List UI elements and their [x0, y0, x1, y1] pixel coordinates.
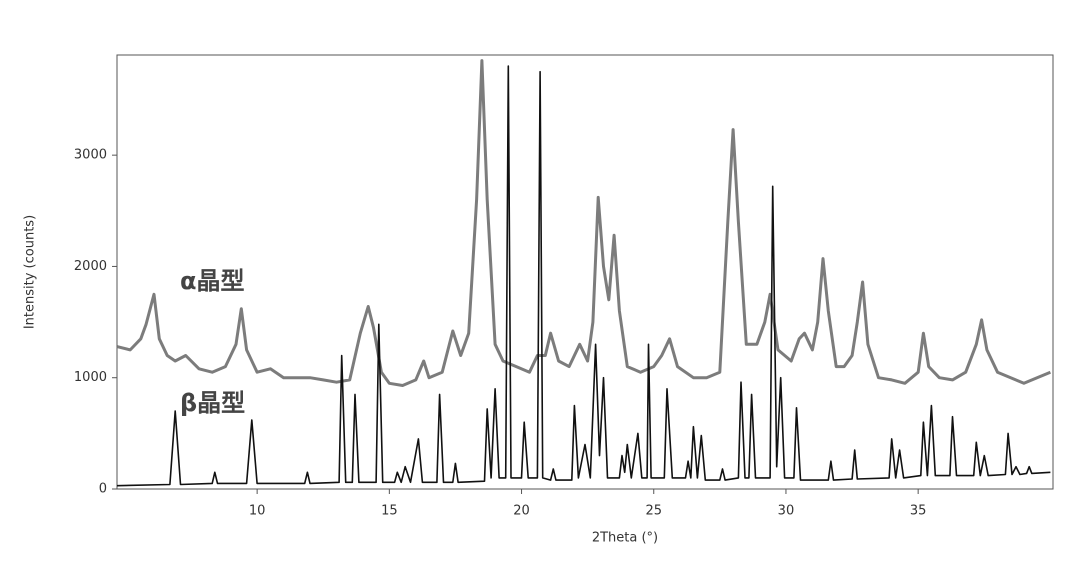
y-tick-label: 3000: [74, 148, 107, 163]
y-tick-label: 0: [99, 482, 107, 497]
x-tick-label: 20: [513, 504, 530, 519]
x-axis-label: 2Theta (°): [592, 531, 658, 546]
x-tick-label: 35: [910, 504, 927, 519]
y-axis-label: Intensity (counts): [23, 215, 38, 329]
plot-frame: [116, 54, 1054, 490]
x-tick-label: 15: [381, 504, 398, 519]
x-tick-label: 10: [249, 504, 266, 519]
series-annotation: β晶型: [180, 389, 245, 417]
series-annotation: α晶型: [180, 267, 245, 295]
x-tick-label: 25: [645, 504, 662, 519]
y-tick-label: 1000: [74, 370, 107, 385]
y-tick-label: 2000: [74, 259, 107, 274]
series-line: [116, 59, 1051, 387]
x-tick-label: 30: [778, 504, 795, 519]
series-line: [116, 65, 1051, 487]
